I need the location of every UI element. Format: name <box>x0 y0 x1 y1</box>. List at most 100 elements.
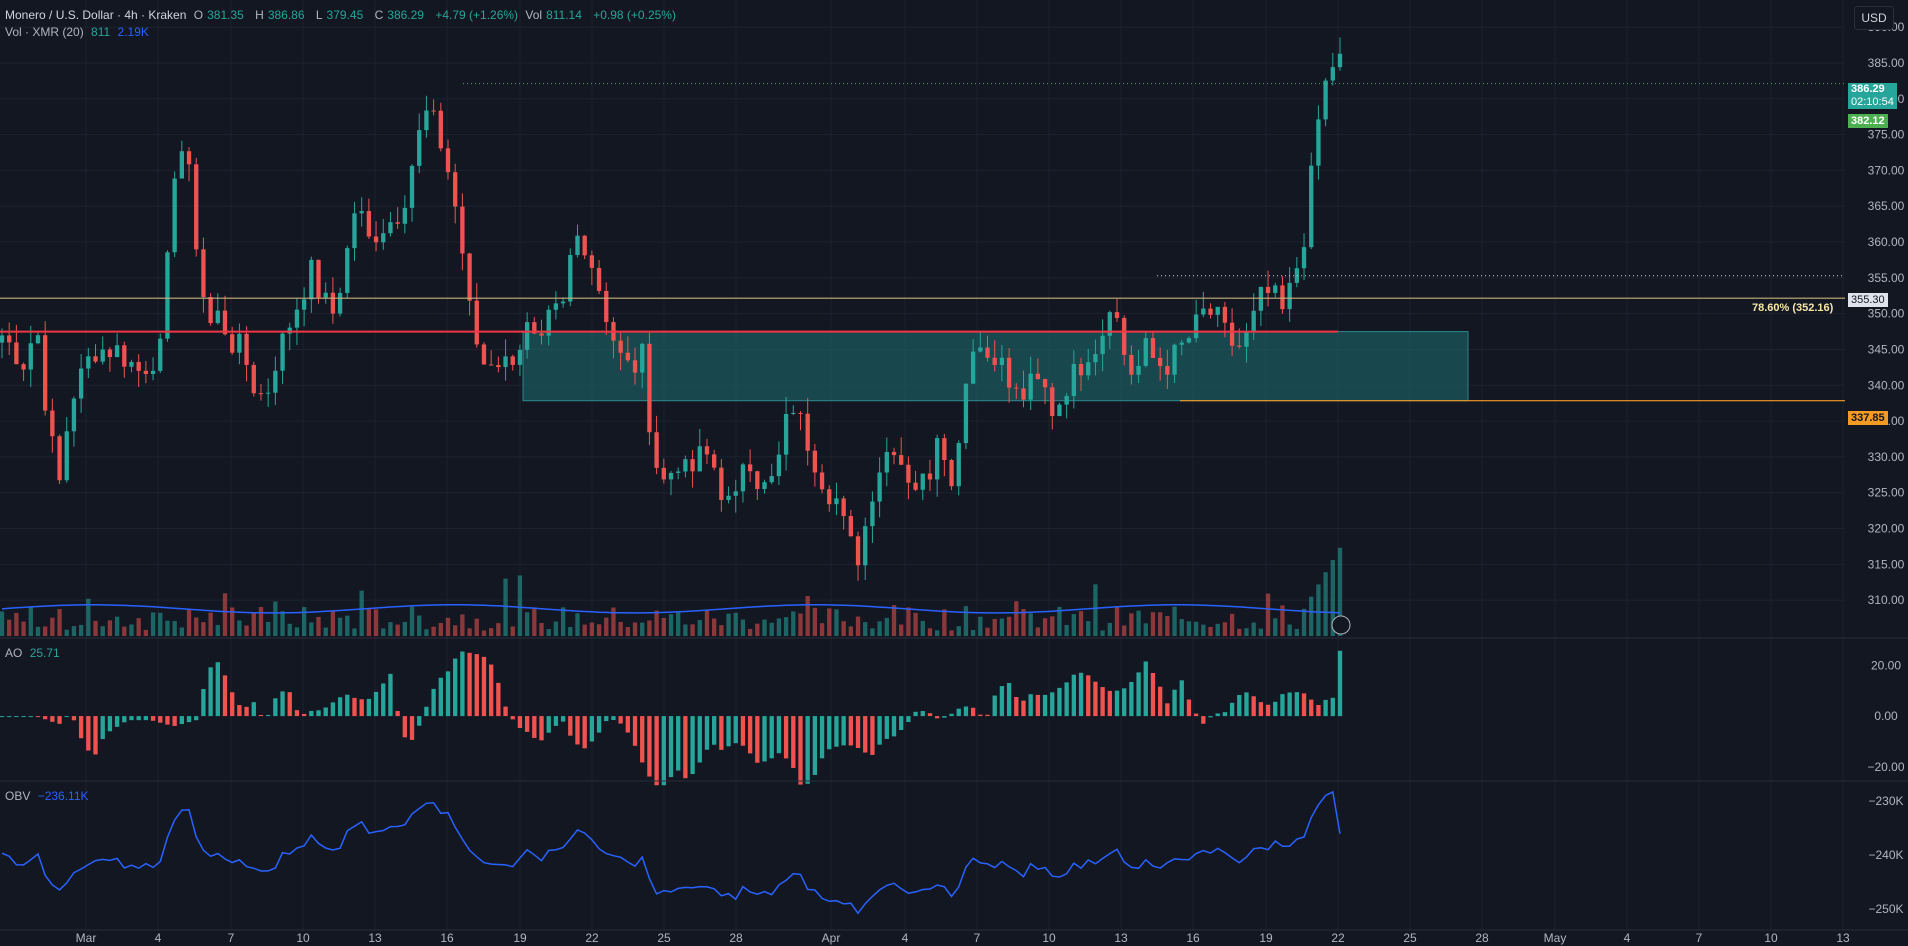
ao-bar <box>158 716 163 723</box>
candle-body <box>86 356 91 369</box>
volume-bar <box>841 621 846 636</box>
ao-tick-label: 20.00 <box>1871 658 1901 672</box>
time-tick-label: 28 <box>729 931 743 945</box>
volume-bar <box>733 612 738 636</box>
volume-bar <box>1136 610 1141 636</box>
ao-bar <box>661 716 666 786</box>
ao-bar <box>733 716 738 744</box>
ao-bar <box>1006 682 1012 717</box>
ao-bar <box>949 713 954 717</box>
volume-bar <box>244 625 249 636</box>
volume-bar <box>345 615 350 636</box>
candle-body <box>884 451 889 473</box>
candle-body <box>1287 282 1292 310</box>
candle-body <box>812 450 818 473</box>
ao-bar <box>1021 700 1026 717</box>
volume-bar <box>1064 624 1069 636</box>
volume-bar <box>388 622 393 636</box>
candle-body <box>359 211 364 214</box>
volume-legend-v1: 811 <box>91 25 111 39</box>
candle-body <box>560 301 566 304</box>
grid-lines <box>0 0 1845 930</box>
price-tick-label: 340.00 <box>1868 378 1905 392</box>
ao-bar <box>323 707 328 717</box>
ao-bar <box>747 716 753 754</box>
volume-bar <box>287 623 292 636</box>
volume-bar <box>1208 626 1213 636</box>
volume-bar <box>1021 609 1026 636</box>
candle-body <box>1035 373 1041 380</box>
candle-body <box>323 292 328 298</box>
candlesticks <box>0 37 1343 581</box>
ao-bar <box>920 711 925 717</box>
candle-body <box>1179 342 1184 345</box>
time-tick-label: 13 <box>368 931 382 945</box>
volume-bar <box>647 620 652 636</box>
ao-bar <box>819 716 825 759</box>
candle-body <box>64 431 69 481</box>
volume-bar <box>683 624 688 636</box>
candle-body <box>532 322 537 334</box>
candle-body <box>985 347 990 358</box>
volume-bar <box>453 625 458 636</box>
ao-tick-label: 0.00 <box>1874 709 1898 723</box>
candle-body <box>150 370 156 375</box>
volume-legend-label: Vol · XMR (20) <box>5 25 84 39</box>
ao-bar <box>1100 687 1105 717</box>
ao-bar <box>791 716 796 768</box>
volume-bar <box>791 611 796 636</box>
candle-body <box>301 299 307 310</box>
volume-bar <box>589 622 595 636</box>
volume-bar <box>532 608 537 636</box>
volume-bar <box>1100 630 1105 636</box>
ao-bar <box>438 677 443 717</box>
candle-body <box>258 393 264 395</box>
candle-body <box>179 151 184 179</box>
ao-bar <box>776 716 782 754</box>
ao-bar <box>78 716 84 739</box>
volume-bar <box>337 617 343 636</box>
volume-bar <box>654 610 659 636</box>
volume-bar <box>1086 621 1091 636</box>
candle-body <box>1078 363 1084 376</box>
candle-body <box>1265 286 1271 293</box>
candle-body <box>791 412 796 414</box>
candle-body <box>596 267 602 291</box>
ao-bar <box>726 716 731 747</box>
ao-bar <box>1208 716 1213 718</box>
candle-body <box>654 432 659 468</box>
time-tick-label: 16 <box>440 931 454 945</box>
ao-bar <box>1028 694 1033 717</box>
open-label: O <box>193 8 204 22</box>
time-tick-label: 19 <box>1259 931 1273 945</box>
ao-bar <box>510 716 515 720</box>
volume-bar <box>942 609 947 636</box>
ao-bar <box>445 671 451 717</box>
ao-bar <box>553 716 559 726</box>
candle-body <box>589 255 595 268</box>
candle-body <box>1143 338 1148 366</box>
volume-bar <box>863 622 868 636</box>
ao-bar <box>1179 680 1184 717</box>
ao-bar <box>855 716 861 749</box>
candle-body <box>1222 306 1228 323</box>
candle-body <box>1136 365 1141 375</box>
candle-body <box>1150 338 1156 358</box>
volume-bar <box>215 624 220 636</box>
candle-body <box>676 471 681 473</box>
volume-bar <box>57 609 62 636</box>
ao-bar <box>0 716 5 718</box>
obv-legend: OBV −236.11K <box>5 789 93 803</box>
volume-bar <box>553 621 559 636</box>
candle-body <box>158 338 163 371</box>
candle-body <box>337 292 343 314</box>
currency-button[interactable]: USD <box>1854 6 1894 30</box>
ao-bar <box>690 716 695 775</box>
candle-body <box>330 292 336 314</box>
obv-tick-label: −230K <box>1868 794 1903 808</box>
volume-bar <box>1294 628 1299 636</box>
obv-tick-label: −240K <box>1868 848 1903 862</box>
volume-bar <box>1301 608 1307 636</box>
ao-bar <box>611 716 616 721</box>
